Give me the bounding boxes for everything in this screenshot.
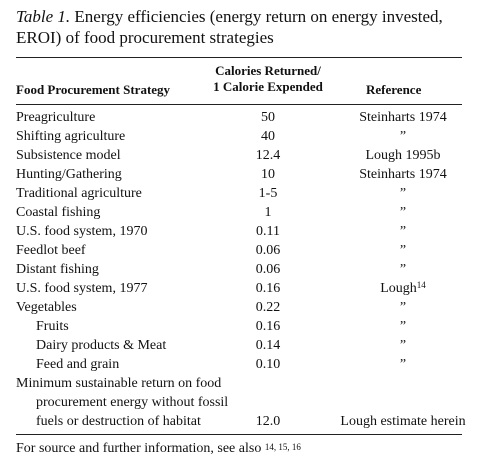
table-caption: Table 1. Energy efficiencies (energy ret… [16,6,474,48]
row-value: 1 [264,205,272,220]
row-reference: ” [340,184,466,203]
row-reference-text: ” [399,243,407,258]
row-value: 50 [261,110,275,125]
row-value: 0.11 [256,224,280,239]
row-value: 0.06 [255,262,281,277]
row-value: 40 [261,129,275,144]
row-reference-text: ” [399,186,407,201]
footnote-text: For source and further information, see … [16,441,265,456]
row-reference: ” [340,317,466,336]
row-value: 12.4 [255,148,281,163]
table-row: Subsistence model 12.4 Lough 1995b [0,146,482,165]
row-strategy: Feed and grain [36,357,120,372]
row-reference: ” [340,298,466,317]
row-reference: ” [340,355,466,374]
header-strategy: Food Procurement Strategy [16,82,171,97]
row-strategy: Subsistence model [16,148,121,163]
row-reference-text: ” [399,129,407,144]
row-reference: Steinharts 1974 [340,108,466,127]
row-reference: Lough 1995b [340,146,466,165]
row-value: 0.16 [255,281,281,296]
table-number: Table 1. [16,7,71,26]
table-row: Coastal fishing 1 ” [0,203,482,222]
table-footnote: For source and further information, see … [16,440,301,458]
row-value: 0.22 [255,300,281,315]
row-strategy: Traditional agriculture [16,186,142,201]
table-row: Vegetables 0.22 ” [0,298,482,317]
row-reference-text: Lough [380,281,417,296]
row-value: 1-5 [258,186,278,201]
top-rule [16,57,462,58]
row-label-line3: fuels or destruction of habitat [36,414,201,429]
row-reference: Steinharts 1974 [340,165,466,184]
row-reference-text: ” [399,262,407,277]
table-row: Hunting/Gathering 10 Steinharts 1974 [0,165,482,184]
row-strategy: Coastal fishing [16,205,101,220]
row-reference-text: ” [399,357,407,372]
row-reference: ” [340,127,466,146]
header-calories-line1: Calories Returned/ [215,63,321,78]
row-reference-text: ” [399,338,407,353]
row-strategy: Hunting/Gathering [16,167,122,182]
row-reference-text: Steinharts 1974 [359,110,447,125]
row-reference: ” [340,203,466,222]
row-strategy: U.S. food system, 1977 [16,281,148,296]
caption-text: Energy efficiencies (energy return on en… [16,7,443,47]
row-reference-text: ” [399,300,407,315]
row-reference: ” [340,336,466,355]
table-row: U.S. food system, 1970 0.11 ” [0,222,482,241]
row-reference-text: Steinharts 1974 [359,167,447,182]
row-reference-text: Lough 1995b [365,148,441,163]
table-row: Distant fishing 0.06 ” [0,260,482,279]
row-strategy: Vegetables [16,300,77,315]
row-line: Minimum sustainable return on food [16,374,466,393]
row-reference: ” [340,222,466,241]
header-rule [16,104,462,105]
row-strategy: Preagriculture [16,110,96,125]
row-line: procurement energy without fossil [16,393,466,412]
row-value: 0.10 [255,357,281,372]
row-reference: Lough14 [340,279,466,298]
row-reference-text: ” [399,205,407,220]
footnote-refs: 14, 15, 16 [264,442,301,452]
row-strategy: Dairy products & Meat [36,338,167,353]
row-value: 0.06 [255,243,281,258]
header-calories: Calories Returned/ 1 Calorie Expended [198,63,338,95]
row-reference: ” [340,260,466,279]
row-label-line1: Minimum sustainable return on food [16,376,222,391]
row-strategy: Shifting agriculture [16,129,126,144]
row-reference: Lough estimate herein [340,414,466,429]
table-row: Feed and grain 0.10 ” [0,355,482,374]
bottom-rule [16,434,462,435]
row-reference-text: ” [399,224,407,239]
header-calories-line2: 1 Calorie Expended [213,79,323,94]
row-value: 0.14 [255,338,281,353]
table-row: Shifting agriculture 40 ” [0,127,482,146]
table-row: U.S. food system, 1977 0.16 Lough14 [0,279,482,298]
table-row: Dairy products & Meat 0.14 ” [0,336,482,355]
row-strategy: Fruits [36,319,69,334]
row-strategy: U.S. food system, 1970 [16,224,148,239]
row-strategy: Feedlot beef [16,243,86,258]
row-value: 12.0 [255,414,281,429]
table-row-minimum-sustainable: Minimum sustainable return on food procu… [16,374,466,431]
table-row: Fruits 0.16 ” [0,317,482,336]
row-label-line2: procurement energy without fossil [36,395,229,410]
row-reference-text: ” [399,319,407,334]
row-reference: ” [340,241,466,260]
table-row: Feedlot beef 0.06 ” [0,241,482,260]
row-reference-superscript: 14 [416,280,426,290]
row-strategy: Distant fishing [16,262,99,277]
table-row: Traditional agriculture 1-5 ” [0,184,482,203]
row-line: fuels or destruction of habitat 12.0 Lou… [16,412,466,431]
row-value: 10 [261,167,275,182]
header-reference: Reference [366,82,422,97]
row-value: 0.16 [255,319,281,334]
table-row: Preagriculture 50 Steinharts 1974 [0,108,482,127]
